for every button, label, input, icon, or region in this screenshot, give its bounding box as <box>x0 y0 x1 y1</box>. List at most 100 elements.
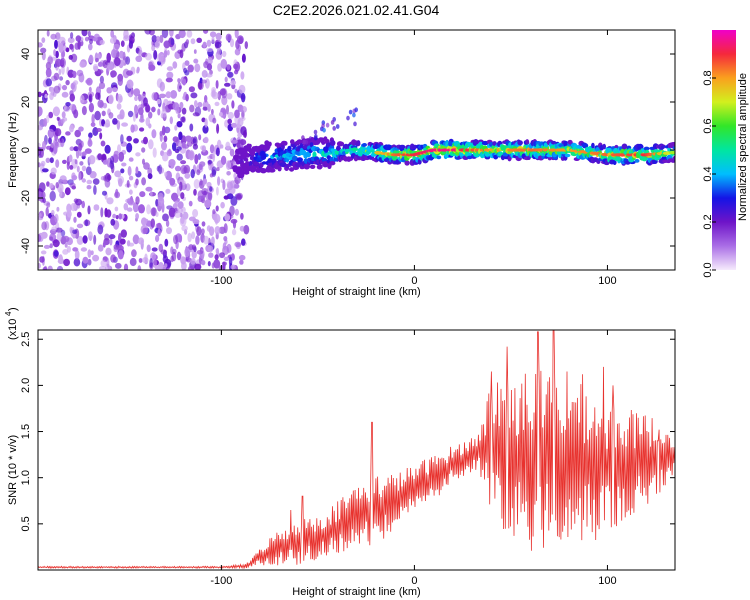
spectrogram-cell <box>241 238 246 246</box>
spectrogram-cell <box>240 139 247 146</box>
spectrogram-cell <box>123 203 129 211</box>
spectrogram-cell <box>672 155 675 162</box>
spectrogram-cell <box>92 254 100 262</box>
spectrogram-cell <box>212 209 216 215</box>
spectrogram-cell <box>92 37 98 42</box>
spectrogram-cell <box>165 91 172 99</box>
spectrogram-cell <box>192 143 198 150</box>
spectrogram-cell <box>47 56 54 65</box>
spectrogram-cell <box>62 249 69 255</box>
spectrogram-cell <box>99 132 103 140</box>
spectrogram-cell <box>223 256 230 261</box>
spectrogram-cell <box>106 197 114 205</box>
spectrogram-cell <box>88 155 96 165</box>
spectrogram-cell <box>225 141 231 150</box>
spectrogram-cell <box>582 143 589 149</box>
spectrogram-cell <box>404 160 410 166</box>
spectrogram-y-axis-label: Frequency (Hz) <box>7 112 19 188</box>
spectrogram-cell <box>194 263 202 270</box>
spectrogram-cell <box>172 102 180 111</box>
spectrogram-cell <box>602 143 606 150</box>
spectrogram-cell <box>212 117 217 124</box>
spectrogram-cell <box>108 94 114 105</box>
spectrogram-cell <box>166 149 172 157</box>
spectrogram-cell <box>126 207 133 212</box>
spectrogram-cell <box>55 227 63 233</box>
spectrogram-x-axis-label: Height of straight line (km) <box>292 286 420 298</box>
spectrogram-cell <box>189 104 195 113</box>
spectrogram-cell <box>152 147 157 158</box>
spectrogram-cell <box>190 169 195 179</box>
spectrogram-cell <box>198 134 202 141</box>
spectrogram-cell <box>87 249 92 258</box>
spectrogram-cell <box>165 77 173 83</box>
spectrogram-cell <box>148 64 156 71</box>
spectrogram-cell <box>238 254 246 261</box>
spectrogram-cell <box>113 150 119 157</box>
spectrogram-cell <box>181 141 186 149</box>
spectrogram-cell <box>99 266 107 270</box>
spectrogram-cell <box>186 30 193 38</box>
spectrogram-cell <box>241 53 246 63</box>
spectrogram-cell <box>195 235 200 245</box>
spectrogram-cell <box>106 87 113 94</box>
spectrogram-cell <box>591 142 595 149</box>
spectrogram-cell <box>132 234 140 245</box>
spectrogram-cell <box>156 35 160 43</box>
spectrogram-cell <box>231 139 238 144</box>
spectrogram-cell <box>322 127 326 133</box>
spectrogram-cell <box>46 114 50 124</box>
spectrogram-cell <box>115 262 122 269</box>
spectrogram-cell <box>112 118 118 125</box>
spectrogram-cell <box>165 219 170 227</box>
spectrogram-cell <box>73 146 79 152</box>
spectrogram-cell <box>78 143 83 152</box>
spectrogram-cell <box>40 231 48 239</box>
spectrogram-cell <box>89 38 93 45</box>
spectrogram-cell <box>120 40 125 47</box>
spectrogram-cell <box>97 99 104 108</box>
spectrogram-cell <box>356 140 361 147</box>
spectrogram-cell <box>222 179 226 191</box>
spectrogram-cell <box>180 192 185 200</box>
spectrogram-cell <box>93 185 97 195</box>
spectrogram-cell <box>399 144 406 149</box>
spectrogram-cell <box>86 179 93 185</box>
spectrogram-cell <box>55 32 61 40</box>
spectrogram-cell <box>436 155 442 160</box>
spectrogram-cell <box>158 93 166 99</box>
spectrogram-cell <box>139 127 145 132</box>
snr-y-axis-label: SNR (10 * v/v) <box>7 435 19 505</box>
spectrogram-cell <box>41 221 47 231</box>
spectrogram-cell <box>172 136 179 143</box>
spectrogram-cell <box>52 91 57 97</box>
y-tick-label: 1.0 <box>20 470 32 485</box>
spectrogram-cell <box>127 110 134 118</box>
spectrogram-cell <box>157 52 164 63</box>
spectrogram-cell <box>104 179 111 188</box>
spectrogram-cell <box>51 209 55 216</box>
spectrogram-cell <box>206 47 214 53</box>
spectrogram-cell <box>42 197 46 204</box>
x-tick-label: 0 <box>411 575 417 587</box>
spectrogram-cell <box>176 153 183 161</box>
spectrogram-cell <box>145 52 152 61</box>
y-tick-label: -40 <box>20 238 32 254</box>
spectrogram-cell <box>64 187 71 196</box>
spectrogram-cell <box>206 39 212 47</box>
spectrogram-cell <box>49 190 56 202</box>
spectrogram-cell <box>164 171 168 177</box>
spectrogram-cell <box>88 54 94 64</box>
spectrogram-cell <box>193 58 199 64</box>
spectrogram-cell <box>671 141 675 147</box>
spectrogram-cell <box>188 86 195 93</box>
spectrogram-cell <box>206 63 213 71</box>
spectrogram-cell <box>262 153 267 159</box>
spectrogram-cell <box>146 244 151 253</box>
spectrogram-cell <box>174 165 182 172</box>
spectrogram-cell <box>123 263 129 270</box>
spectrogram-cell <box>147 173 153 180</box>
spectrogram-cell <box>194 100 198 108</box>
spectrogram-cell <box>172 61 178 69</box>
snr-y-ticks: 0.5 1.0 1.5 2.0 2.5 <box>20 332 675 531</box>
